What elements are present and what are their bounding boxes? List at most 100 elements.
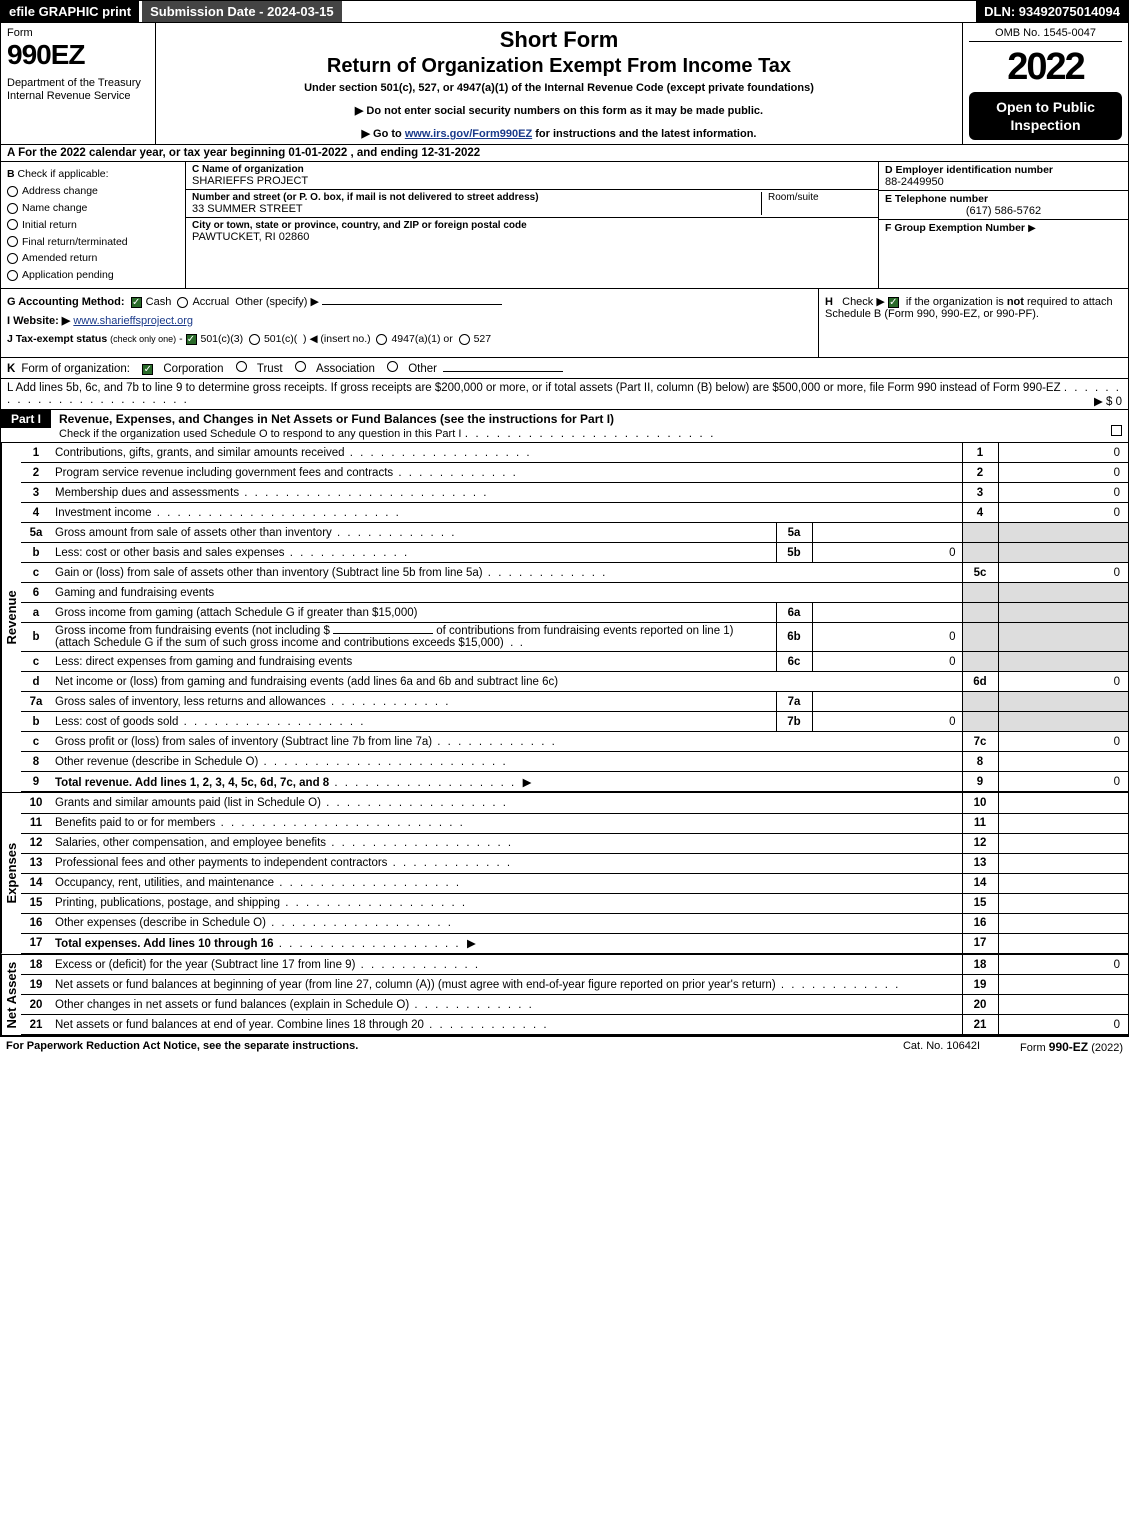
dept-label: Department of the Treasury Internal Reve… bbox=[7, 77, 149, 103]
city-label: City or town, state or province, country… bbox=[192, 220, 872, 231]
chk-application-pending[interactable]: Application pending bbox=[7, 267, 179, 284]
chk-h-not-required[interactable]: ✓ bbox=[888, 297, 899, 308]
part1-tab: Part I bbox=[1, 410, 51, 428]
org-name-row: C Name of organization SHARIEFFS PROJECT bbox=[186, 162, 878, 190]
phone-row: E Telephone number (617) 586-5762 bbox=[879, 191, 1128, 220]
line-6b: b Gross income from fundraising events (… bbox=[21, 623, 1128, 652]
ein-label: D Employer identification number bbox=[885, 164, 1122, 176]
line-5c: c Gain or (loss) from sale of assets oth… bbox=[21, 563, 1128, 583]
chk-accrual[interactable] bbox=[177, 297, 188, 308]
group-exemption-row: F Group Exemption Number ▶ bbox=[879, 220, 1128, 288]
line-14: 14 Occupancy, rent, utilities, and maint… bbox=[21, 873, 1128, 893]
top-bar: efile GRAPHIC print Submission Date - 20… bbox=[0, 0, 1129, 23]
form-header: Form 990EZ Department of the Treasury In… bbox=[0, 23, 1129, 145]
line-19: 19 Net assets or fund balances at beginn… bbox=[21, 975, 1128, 995]
line-11: 11 Benefits paid to or for members 11 bbox=[21, 813, 1128, 833]
chk-501c3[interactable]: ✓ bbox=[186, 334, 197, 345]
revenue-side-label: Revenue bbox=[1, 443, 21, 793]
line-5a: 5a Gross amount from sale of assets othe… bbox=[21, 523, 1128, 543]
part1-schedule-o-chk[interactable] bbox=[1108, 410, 1128, 436]
row-g: G Accounting Method: ✓Cash Accrual Other… bbox=[7, 295, 812, 308]
line-8: 8 Other revenue (describe in Schedule O)… bbox=[21, 752, 1128, 772]
line-7c: c Gross profit or (loss) from sales of i… bbox=[21, 732, 1128, 752]
open-to-public-badge: Open to Public Inspection bbox=[969, 92, 1122, 140]
line-12: 12 Salaries, other compensation, and emp… bbox=[21, 833, 1128, 853]
check-if-applicable: Check if applicable: bbox=[18, 168, 109, 180]
row-k: K Form of organization: ✓Corporation Tru… bbox=[0, 358, 1129, 379]
line-18: 18 Excess or (deficit) for the year (Sub… bbox=[21, 955, 1128, 975]
line-13: 13 Professional fees and other payments … bbox=[21, 853, 1128, 873]
section-b: B Check if applicable: Address change Na… bbox=[1, 162, 186, 288]
line-6a: a Gross income from gaming (attach Sched… bbox=[21, 603, 1128, 623]
short-form-title: Short Form bbox=[166, 27, 952, 53]
org-name-label: C Name of organization bbox=[192, 164, 872, 175]
other-specify-input[interactable] bbox=[322, 304, 502, 305]
6b-contrib-input[interactable] bbox=[333, 633, 433, 634]
street-label: Number and street (or P. O. box, if mail… bbox=[192, 192, 755, 203]
chk-address-change[interactable]: Address change bbox=[7, 183, 179, 200]
website-link[interactable]: www.sharieffsproject.org bbox=[73, 315, 193, 327]
chk-cash[interactable]: ✓ bbox=[131, 297, 142, 308]
efile-print-label[interactable]: efile GRAPHIC print bbox=[1, 1, 139, 22]
section-def: D Employer identification number 88-2449… bbox=[878, 162, 1128, 288]
room-suite-label: Room/suite bbox=[762, 192, 872, 215]
line-5b: b Less: cost or other basis and sales ex… bbox=[21, 543, 1128, 563]
org-city-row: City or town, state or province, country… bbox=[186, 218, 878, 245]
chk-other-org[interactable] bbox=[387, 361, 398, 372]
other-org-input[interactable] bbox=[443, 371, 563, 372]
line-6d: d Net income or (loss) from gaming and f… bbox=[21, 672, 1128, 692]
chk-corporation[interactable]: ✓ bbox=[142, 364, 153, 375]
chk-amended-return[interactable]: Amended return bbox=[7, 250, 179, 267]
row-l: L Add lines 5b, 6c, and 7b to line 9 to … bbox=[0, 379, 1129, 410]
chk-501c[interactable] bbox=[249, 334, 260, 345]
net-assets-table: 18 Excess or (deficit) for the year (Sub… bbox=[21, 955, 1128, 1036]
submission-date-label: Submission Date - 2024-03-15 bbox=[139, 1, 345, 22]
city-value: PAWTUCKET, RI 02860 bbox=[192, 231, 872, 243]
omb-number: OMB No. 1545-0047 bbox=[969, 27, 1122, 42]
line-7b: b Less: cost of goods sold 7b 0 bbox=[21, 712, 1128, 732]
line-3: 3 Membership dues and assessments 3 0 bbox=[21, 483, 1128, 503]
line-17: 17 Total expenses. Add lines 10 through … bbox=[21, 933, 1128, 953]
line-16: 16 Other expenses (describe in Schedule … bbox=[21, 913, 1128, 933]
line-15: 15 Printing, publications, postage, and … bbox=[21, 893, 1128, 913]
chk-527[interactable] bbox=[459, 334, 470, 345]
gh-block: G Accounting Method: ✓Cash Accrual Other… bbox=[0, 289, 1129, 358]
chk-association[interactable] bbox=[295, 361, 306, 372]
row-l-amount: ▶ $ 0 bbox=[1094, 394, 1122, 408]
org-street-row: Number and street (or P. O. box, if mail… bbox=[186, 190, 878, 218]
chk-final-return[interactable]: Final return/terminated bbox=[7, 234, 179, 251]
line-1: 1 Contributions, gifts, grants, and simi… bbox=[21, 443, 1128, 463]
ein-row: D Employer identification number 88-2449… bbox=[879, 162, 1128, 191]
arrow-icon: ▶ bbox=[1028, 223, 1036, 234]
phone-label: E Telephone number bbox=[885, 193, 1122, 205]
line-21: 21 Net assets or fund balances at end of… bbox=[21, 1015, 1128, 1035]
phone-value: (617) 586-5762 bbox=[885, 205, 1122, 217]
revenue-table: 1 Contributions, gifts, grants, and simi… bbox=[21, 443, 1128, 793]
page-footer: For Paperwork Reduction Act Notice, see … bbox=[0, 1036, 1129, 1057]
header-right: OMB No. 1545-0047 2022 Open to Public In… bbox=[963, 23, 1128, 144]
section-b-letter: B bbox=[7, 168, 15, 180]
header-left: Form 990EZ Department of the Treasury In… bbox=[1, 23, 156, 144]
part1-subtitle: Check if the organization used Schedule … bbox=[59, 428, 461, 440]
website-label: I Website: ▶ bbox=[7, 315, 70, 327]
note-ssn: ▶ Do not enter social security numbers o… bbox=[166, 104, 952, 117]
chk-initial-return[interactable]: Initial return bbox=[7, 217, 179, 234]
org-name-value: SHARIEFFS PROJECT bbox=[192, 175, 872, 187]
chk-4947[interactable] bbox=[376, 334, 387, 345]
revenue-section: Revenue 1 Contributions, gifts, grants, … bbox=[0, 443, 1129, 793]
form-ref: Form 990-EZ (2022) bbox=[1020, 1040, 1123, 1054]
section-a-tax-year: A For the 2022 calendar year, or tax yea… bbox=[0, 145, 1129, 162]
irs-link[interactable]: www.irs.gov/Form990EZ bbox=[405, 128, 532, 140]
line-9: 9 Total revenue. Add lines 1, 2, 3, 4, 5… bbox=[21, 772, 1128, 792]
note-link: ▶ Go to www.irs.gov/Form990EZ for instru… bbox=[166, 127, 952, 140]
chk-trust[interactable] bbox=[236, 361, 247, 372]
g-label: G Accounting Method: bbox=[7, 296, 125, 308]
subtitle: Under section 501(c), 527, or 4947(a)(1)… bbox=[166, 82, 952, 94]
row-j: J Tax-exempt status (check only one) - ✓… bbox=[7, 333, 812, 345]
group-exemption-label: F Group Exemption Number bbox=[885, 222, 1025, 234]
part1-title: Revenue, Expenses, and Changes in Net As… bbox=[51, 410, 1108, 442]
header-center: Short Form Return of Organization Exempt… bbox=[156, 23, 963, 144]
line-20: 20 Other changes in net assets or fund b… bbox=[21, 995, 1128, 1015]
section-c: C Name of organization SHARIEFFS PROJECT… bbox=[186, 162, 878, 288]
chk-name-change[interactable]: Name change bbox=[7, 200, 179, 217]
